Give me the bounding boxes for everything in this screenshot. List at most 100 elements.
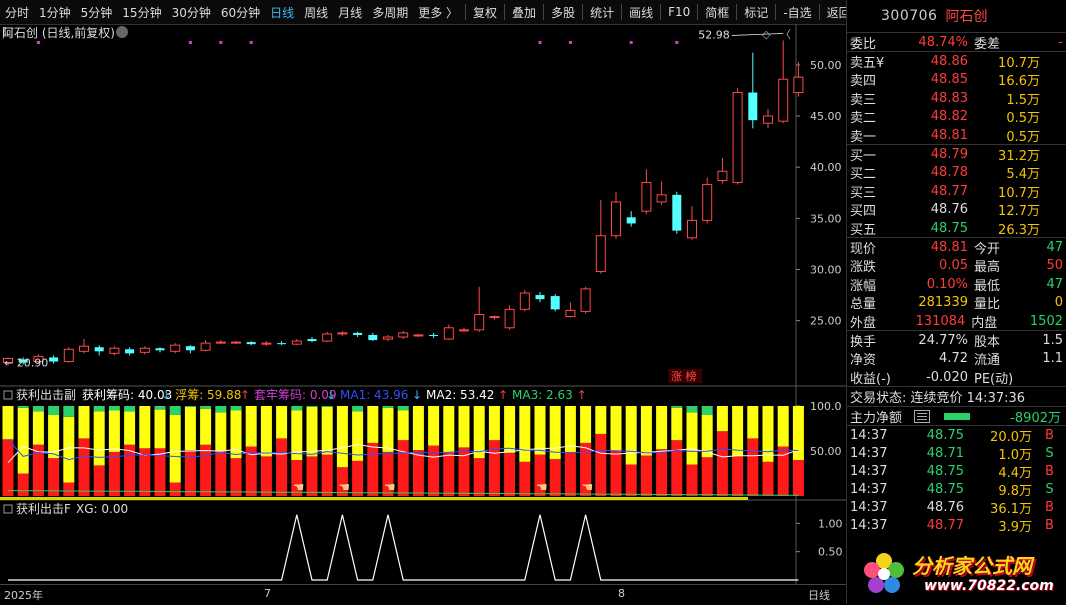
float-bar xyxy=(564,406,576,453)
hand-pointer-icon: ☚ xyxy=(536,481,548,496)
tool-button-9[interactable]: 返回 xyxy=(826,5,851,20)
profit-bar xyxy=(656,449,668,496)
trade-row: 14:37 48.75 4.4万 B xyxy=(847,462,1066,481)
bid-label: 买一 xyxy=(850,149,877,165)
tool-button-2[interactable]: 多股 xyxy=(551,5,576,20)
candle-body-up xyxy=(231,341,241,344)
tool-button-6[interactable]: 简框 xyxy=(705,5,730,20)
toolbar-divider xyxy=(465,4,467,20)
profit-bar xyxy=(367,442,379,496)
period-tab-9[interactable]: 多周期 xyxy=(372,5,409,20)
ask-row[interactable]: 卖五¥ 48.86 10.7万 xyxy=(847,52,1066,71)
ind2-axis-label: 0.50 xyxy=(818,546,843,559)
candle-body-up xyxy=(443,327,454,340)
tool-button-1[interactable]: 叠加 xyxy=(512,5,537,20)
candle-body-up xyxy=(778,78,789,122)
period-tab-5[interactable]: 60分钟 xyxy=(220,5,261,20)
float-bar xyxy=(610,406,622,451)
trade-side: B xyxy=(1045,499,1054,515)
period-tab-10[interactable]: 更多 〉 xyxy=(418,5,459,20)
low-price-label: ← 20.90 xyxy=(4,357,48,370)
profit-bar xyxy=(610,451,622,496)
trapped-bar xyxy=(701,406,713,415)
xg-signal-line xyxy=(8,514,799,581)
float-bar xyxy=(640,406,652,456)
float-bar xyxy=(2,406,14,440)
ask-row[interactable]: 卖二 48.82 0.5万 xyxy=(847,108,1066,126)
stat-value: 24.77% xyxy=(918,332,968,348)
hot-badge: 涨 榜 xyxy=(671,369,697,383)
time-mode[interactable]: 日线 xyxy=(808,589,830,602)
candle-body-up xyxy=(611,201,621,237)
float-bar xyxy=(549,406,561,460)
trade-side: B xyxy=(1045,463,1054,479)
tool-button-4[interactable]: 画线 xyxy=(629,5,654,20)
trade-volume: 36.1万 xyxy=(990,501,1032,517)
profit-bar xyxy=(595,433,607,496)
ask-price: 48.82 xyxy=(930,109,968,125)
profit-bar xyxy=(336,467,348,496)
chart-svg[interactable]: 阿石创 (日线,前复权) ◇ 〈 50.00 45.00 40.00 35.00 30.00 2… xyxy=(0,24,846,584)
candle-body-up xyxy=(519,292,530,310)
profit-bar xyxy=(78,438,90,496)
bid-row[interactable]: 买四 48.76 12.7万 xyxy=(847,201,1066,219)
indicator1-legend-2: 套牢筹码: 0.09 xyxy=(254,387,337,402)
indicator2-xg: XG: 0.00 xyxy=(76,502,128,516)
trapped-bar xyxy=(306,406,318,407)
time-label-year: 2025年 xyxy=(4,589,43,602)
profit-bar xyxy=(443,452,455,496)
float-bar xyxy=(215,412,227,451)
ind1-axis-label: 50.00 xyxy=(810,445,842,458)
collapse-icon xyxy=(3,390,13,400)
trade-row: 14:37 48.75 9.8万 S xyxy=(847,480,1066,499)
trade-volume: 20.0万 xyxy=(990,429,1032,445)
period-tab-0[interactable]: 分时 xyxy=(5,5,30,20)
candle-body-up xyxy=(337,332,348,335)
period-tab-4[interactable]: 30分钟 xyxy=(171,5,211,20)
bid-row[interactable]: 买三 48.77 10.7万 xyxy=(847,182,1066,201)
signal-marker xyxy=(538,41,542,44)
period-tab-7[interactable]: 周线 xyxy=(304,5,329,20)
signal-marker xyxy=(629,41,633,44)
profit-bar xyxy=(397,440,409,496)
ask-row[interactable]: 卖三 48.83 1.5万 xyxy=(847,89,1066,108)
trapped-bar xyxy=(93,406,105,412)
stat-value: -0.020 xyxy=(926,369,968,385)
trade-status: 交易状态: 连续竞价 14:37:36 xyxy=(850,391,1026,407)
quote-value: 0.05 xyxy=(939,258,968,274)
ask-row[interactable]: 卖一 48.81 0.5万 xyxy=(847,126,1066,145)
tool-button-7[interactable]: 标记 xyxy=(744,5,769,20)
float-bar xyxy=(367,406,379,443)
stat-value2: 1.1 xyxy=(1042,351,1063,367)
stat-row: 收益(-) -0.020 PE(动) xyxy=(847,368,1066,387)
trade-time: 14:37 xyxy=(850,499,888,515)
quote-label: 外盘 xyxy=(850,315,877,331)
bid-row[interactable]: 买二 48.78 5.4万 xyxy=(847,164,1066,182)
list-icon[interactable] xyxy=(914,409,930,423)
bid-label: 买五 xyxy=(850,222,877,238)
ask-row[interactable]: 卖四 48.85 16.6万 xyxy=(847,71,1066,89)
float-bar xyxy=(184,406,196,451)
tool-button-5[interactable]: F10 xyxy=(668,5,691,19)
ind2-axis-label: 1.00 xyxy=(818,517,843,530)
period-tab-6[interactable]: 日线 xyxy=(270,5,295,20)
tool-button-3[interactable]: 统计 xyxy=(590,5,615,20)
bid-row[interactable]: 买五 48.75 26.3万 xyxy=(847,219,1066,238)
bid-row[interactable]: 买一 48.79 31.2万 xyxy=(847,145,1066,165)
quote-value2: 47 xyxy=(1046,276,1063,292)
kline-chart-area[interactable]: 阿石创 (日线,前复权) ◇ 〈 50.00 45.00 40.00 35.00 30.00 2… xyxy=(0,24,846,584)
period-tab-1[interactable]: 1分钟 xyxy=(39,5,71,20)
trapped-bar xyxy=(382,406,394,408)
tool-button-0[interactable]: 复权 xyxy=(473,5,498,20)
bid-price: 48.75 xyxy=(930,220,968,236)
period-tab-3[interactable]: 15分钟 xyxy=(122,5,162,20)
period-tab-8[interactable]: 月线 xyxy=(338,5,363,20)
watermark-text: 分析家公式网 xyxy=(912,554,1032,578)
trade-ticks[interactable]: 14:37 48.75 20.0万 B 14:37 48.71 1.0万 S 14:37 48.7… xyxy=(847,426,1066,535)
tool-button-8[interactable]: -自选 xyxy=(783,5,812,20)
candle-body-up xyxy=(291,340,302,345)
profit-bar xyxy=(230,458,242,496)
weibi-label: 委比 xyxy=(850,36,877,52)
period-tab-2[interactable]: 5分钟 xyxy=(80,5,113,20)
toolbar-divider xyxy=(775,4,777,20)
